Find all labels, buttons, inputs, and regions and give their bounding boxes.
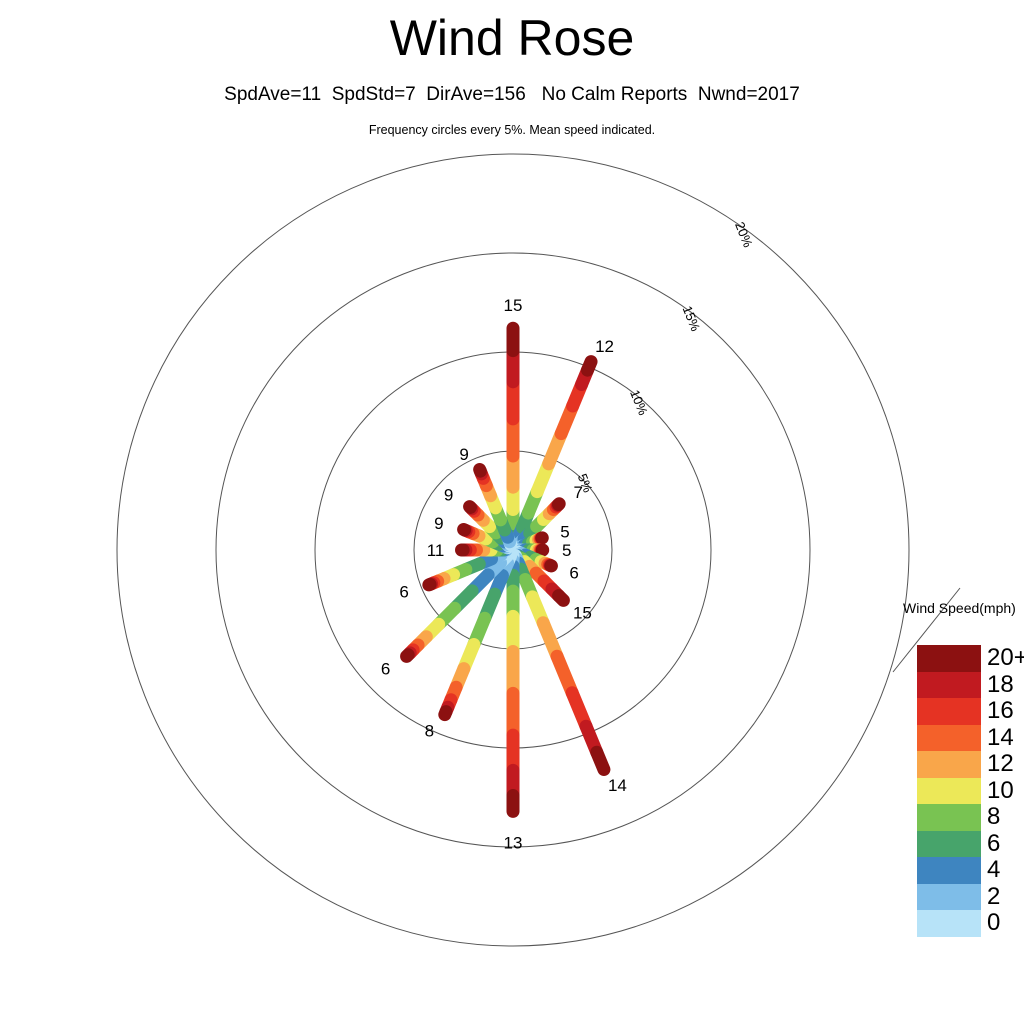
legend-color-swatch — [917, 857, 981, 884]
legend-color-swatch — [917, 751, 981, 778]
legend-row: 12 — [917, 750, 1014, 778]
petal-mean-speed-label: 6 — [399, 582, 408, 601]
petal-mean-speed-label: 15 — [573, 603, 592, 622]
frequency-note: Frequency circles every 5%. Mean speed i… — [368, 123, 656, 137]
petal-mean-speed-label: 11 — [427, 541, 445, 560]
legend-row: 0 — [917, 909, 1000, 937]
legend-label: 6 — [987, 829, 1001, 857]
legend-label: 20+ — [987, 644, 1024, 671]
legend-row: 8 — [917, 803, 1000, 831]
ring-label: 5% — [575, 472, 596, 495]
petal-mean-speed-label: 7 — [573, 483, 582, 502]
petal-mean-speed-label: 14 — [608, 776, 627, 795]
petal-segment — [590, 745, 611, 777]
legend-label: 4 — [987, 856, 1001, 883]
legend-color-swatch — [917, 698, 981, 725]
legend-label: 0 — [987, 909, 1001, 936]
petal-mean-speed-label: 5 — [560, 522, 569, 541]
legend-label: 10 — [987, 776, 1014, 804]
petal-segment — [438, 705, 453, 722]
legend-color-swatch — [917, 804, 981, 831]
legend-label: 8 — [987, 803, 1001, 830]
legend-color-swatch — [917, 910, 981, 937]
petal-segment — [422, 577, 437, 592]
legend-color-swatch — [917, 724, 981, 751]
legend-row: 10 — [917, 777, 1014, 804]
summary-stats: SpdAve=11 SpdStd=7 DirAve=156 No Calm Re… — [224, 84, 800, 105]
wind-speed-legend: 20+ 18 16 14 12 10 8 6 4 2 0 — [917, 644, 1024, 937]
petal-segment — [550, 649, 579, 700]
ring-labels: 5% 10% 15% 20% — [575, 220, 756, 495]
legend-row: 6 — [917, 830, 1000, 857]
frequency-ring — [116, 153, 910, 947]
legend-label: 14 — [987, 723, 1014, 751]
ring-label: 15% — [680, 304, 704, 334]
legend-title: Wind Speed(mph) — [903, 600, 1016, 616]
legend-row: 16 — [917, 697, 1014, 725]
petal-mean-speed-label: 6 — [381, 659, 390, 678]
legend-row: 2 — [917, 883, 1000, 910]
petal-mean-speed-label: 9 — [434, 514, 443, 533]
legend-color-swatch — [917, 777, 981, 804]
legend-label: 16 — [987, 697, 1014, 724]
legend-leader-line — [892, 587, 961, 673]
wind-petals — [400, 321, 611, 818]
ring-label: 20% — [732, 220, 756, 250]
legend-row: 4 — [917, 856, 1000, 884]
petal-mean-speed-label: 6 — [569, 563, 578, 582]
petal-mean-speed-label: 9 — [444, 486, 453, 505]
petal-mean-speed-label: 8 — [425, 721, 434, 740]
frequency-ring — [215, 252, 811, 848]
ring-label: 10% — [627, 388, 651, 418]
legend-color-swatch — [917, 645, 981, 672]
petal-segment — [580, 355, 598, 377]
legend-color-swatch — [917, 830, 981, 857]
petal-mean-speed-label: 15 — [504, 296, 523, 315]
legend-row: 20+ — [917, 644, 1024, 672]
legend-color-swatch — [917, 883, 981, 910]
legend-row: 18 — [917, 671, 1014, 698]
legend-label: 12 — [987, 750, 1014, 777]
petal-segment — [463, 500, 477, 514]
petal-mean-speed-label: 9 — [459, 445, 468, 464]
petal-segment — [400, 648, 415, 663]
legend-row: 14 — [917, 724, 1014, 751]
petal-mean-speed-label: 13 — [504, 833, 523, 852]
legend-label: 2 — [987, 882, 1001, 910]
petal-segment — [473, 463, 487, 478]
petal-mean-speed-label: 5 — [562, 541, 571, 560]
petal-segment — [552, 589, 570, 607]
legend-label: 18 — [987, 670, 1014, 698]
legend-color-swatch — [917, 671, 981, 698]
petal-mean-speed-label: 12 — [595, 337, 614, 356]
page-title: Wind Rose — [389, 10, 635, 66]
petal-segment — [552, 497, 566, 511]
